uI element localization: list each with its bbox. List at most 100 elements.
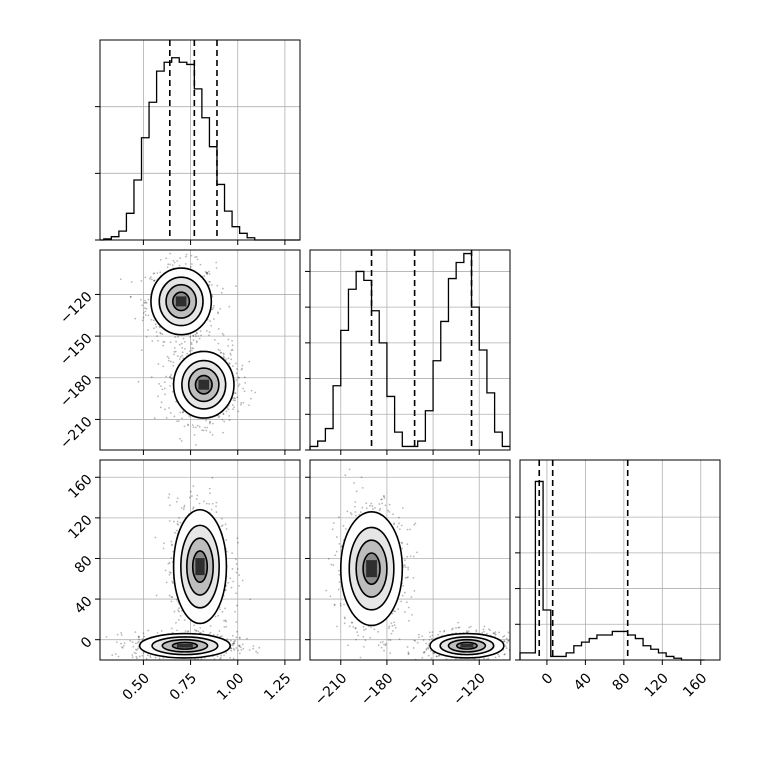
scatter-point <box>145 301 148 304</box>
scatter-point <box>252 645 255 647</box>
scatter-point <box>208 487 211 490</box>
scatter-point <box>208 668 210 670</box>
scatter-point <box>155 331 158 333</box>
scatter-point <box>168 520 171 522</box>
scatter-point <box>228 363 231 365</box>
scatter-point <box>427 647 430 650</box>
scatter-point <box>168 571 171 574</box>
scatter-point <box>209 320 212 323</box>
scatter-point <box>482 630 485 633</box>
scatter-point <box>243 390 246 393</box>
scatter-point <box>461 662 463 664</box>
scatter-point <box>176 522 179 525</box>
scatter-point <box>180 342 183 345</box>
scatter-point <box>403 591 406 594</box>
scatter-point <box>170 377 173 380</box>
scatter-point <box>392 513 394 516</box>
scatter-point <box>402 584 405 587</box>
scatter-point <box>505 647 508 650</box>
scatter-point <box>229 577 232 580</box>
scatter-point <box>211 502 214 505</box>
scatter-point <box>387 627 390 630</box>
scatter-point <box>142 632 145 635</box>
scatter-point <box>105 635 108 638</box>
scatter-point <box>173 347 176 349</box>
scatter-point <box>473 660 475 662</box>
scatter-point <box>209 631 212 634</box>
scatter-point <box>169 360 172 363</box>
scatter-point <box>190 343 193 346</box>
scatter-point <box>194 333 197 336</box>
scatter-point <box>373 628 376 631</box>
scatter-point <box>388 625 391 628</box>
scatter-point <box>369 626 372 628</box>
scatter-point <box>437 633 440 636</box>
scatter-point <box>224 607 227 610</box>
scatter-point <box>212 306 215 309</box>
scatter-point <box>362 625 365 628</box>
scatter-point <box>181 411 184 414</box>
scatter-point <box>199 631 202 634</box>
scatter-point <box>404 566 407 569</box>
scatter-point <box>225 652 228 655</box>
scatter-point <box>111 654 114 657</box>
scatter-point <box>514 648 516 650</box>
scatter-point <box>391 625 394 627</box>
scatter-point <box>209 421 211 424</box>
scatter-point <box>192 339 195 341</box>
scatter-point <box>130 281 133 283</box>
scatter-point <box>214 615 217 618</box>
scatter-point <box>393 522 396 525</box>
scatter-point <box>475 630 478 633</box>
scatter-point <box>397 608 400 611</box>
scatter-point <box>197 335 200 337</box>
scatter-point <box>185 253 188 256</box>
scatter-point <box>345 528 347 530</box>
scatter-point <box>173 415 176 418</box>
scatter-point <box>485 632 488 635</box>
scatter-point <box>171 596 174 598</box>
scatter-point <box>169 263 171 266</box>
scatter-point <box>149 276 152 278</box>
scatter-point <box>141 304 144 307</box>
scatter-point <box>355 638 358 641</box>
scatter-point <box>378 509 381 511</box>
scatter-point <box>396 525 399 528</box>
scatter-point <box>374 664 376 666</box>
scatter-point <box>135 648 137 651</box>
scatter-point <box>134 631 137 633</box>
scatter-point <box>220 351 223 354</box>
scatter-point <box>211 434 214 436</box>
scatter-point <box>156 335 159 338</box>
scatter-point <box>140 298 142 301</box>
scatter-point <box>406 646 409 648</box>
scatter-point <box>153 279 156 282</box>
scatter-point <box>476 661 478 663</box>
scatter-point <box>437 654 440 657</box>
scatter-point <box>141 654 144 657</box>
scatter-point <box>381 502 384 505</box>
scatter-point <box>240 649 243 651</box>
scatter-point <box>487 657 490 660</box>
scatter-point <box>192 335 195 337</box>
scatter-point <box>387 509 389 512</box>
scatter-point <box>217 416 220 419</box>
scatter-point <box>413 590 416 592</box>
scatter-point <box>213 658 216 660</box>
scatter-point <box>438 654 441 657</box>
scatter-point <box>153 417 156 420</box>
scatter-point <box>359 511 362 513</box>
scatter-point <box>238 644 240 647</box>
scatter-point <box>224 588 227 591</box>
scatter-point <box>365 507 368 510</box>
scatter-point <box>383 643 385 646</box>
scatter-point <box>235 592 238 595</box>
scatter-point <box>407 652 410 655</box>
scatter-point <box>152 319 155 322</box>
scatter-point <box>161 333 164 336</box>
y-tick-label-p2: −210 <box>57 414 96 453</box>
scatter-point <box>158 657 161 660</box>
scatter-point <box>488 628 490 631</box>
scatter-point <box>135 655 138 658</box>
